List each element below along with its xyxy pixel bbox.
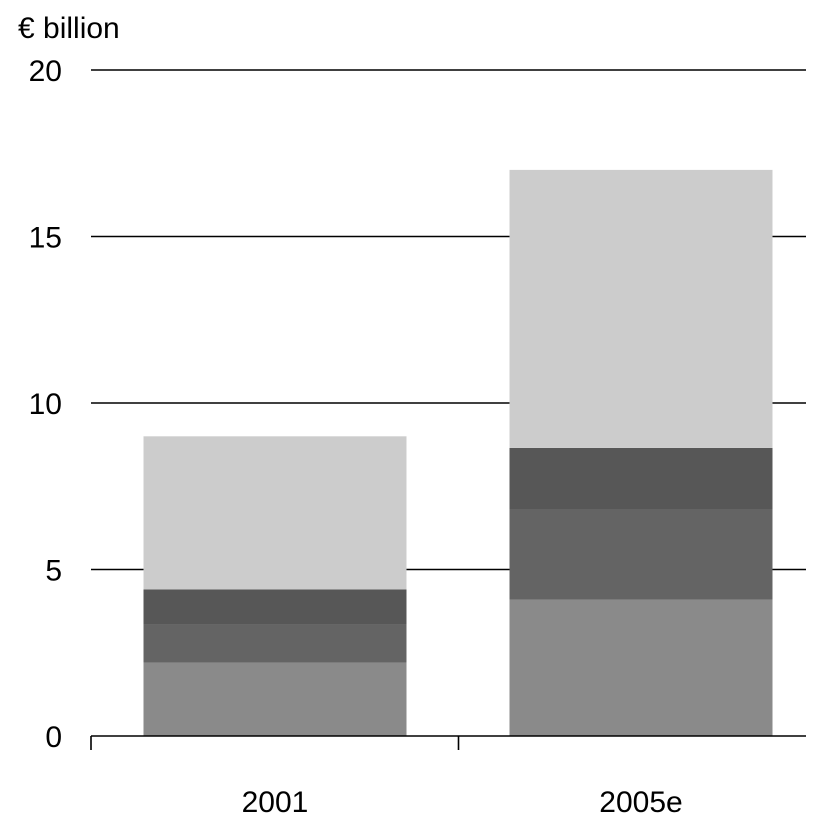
x-tick-labels: 2001 2005e <box>242 786 683 819</box>
y-axis-label: € billion <box>18 12 120 45</box>
y-tick-label-5: 5 <box>45 555 62 588</box>
x-tick-label-2005e: 2005e <box>599 786 682 819</box>
y-tick-label-20: 20 <box>29 55 62 88</box>
x-tick-label-2001: 2001 <box>242 786 309 819</box>
y-tick-labels: 0 5 10 15 20 <box>29 55 62 754</box>
y-tick-label-10: 10 <box>29 388 62 421</box>
x-axis <box>90 735 806 750</box>
bar-2005e-segment-4 <box>509 169 773 448</box>
bar-2005e-segment-3 <box>509 447 773 510</box>
bar-2001-segment-4 <box>143 436 407 590</box>
bar-2005e-segment-1 <box>509 599 773 736</box>
bars <box>143 169 773 736</box>
bar-2001-segment-3 <box>143 589 407 625</box>
bar-2001-segment-2 <box>143 624 407 663</box>
bar-2005e-segment-2 <box>509 509 773 600</box>
bar-2001-segment-1 <box>143 662 407 736</box>
y-tick-label-0: 0 <box>45 721 62 754</box>
y-tick-label-15: 15 <box>29 222 62 255</box>
